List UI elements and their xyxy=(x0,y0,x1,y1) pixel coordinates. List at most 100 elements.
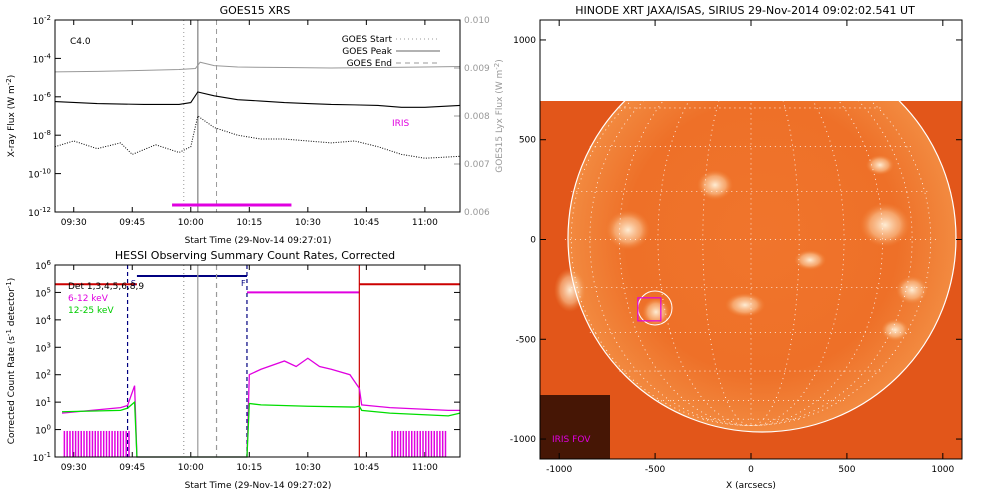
legend-goes-end: GOES End xyxy=(347,59,392,69)
hessi-y-tick-label: 102 xyxy=(35,369,51,382)
goes-x-tick-label: 10:45 xyxy=(353,218,379,228)
bright-region xyxy=(697,170,733,200)
goes-y-tick-label: 10-2 xyxy=(33,14,51,27)
goes-x-tick-label: 10:15 xyxy=(236,218,262,228)
goes-x-tick-label: 10:00 xyxy=(178,218,204,228)
bright-region xyxy=(794,250,826,270)
goes-x-tick-label: 11:00 xyxy=(412,218,438,228)
xrt-x-tick-label: 1000 xyxy=(931,465,954,475)
goes-ticks: 09:30 09:45 10:00 10:15 10:30 10:45 11:00 10-12… xyxy=(28,14,490,228)
hessi-y-tick-label: 101 xyxy=(35,396,51,409)
hessi-6-12-kev-series xyxy=(61,357,460,458)
hessi-marker-label: S xyxy=(131,279,136,288)
hessi-x-tick-label: 11:00 xyxy=(412,463,438,473)
hessi-y-tick-label: 105 xyxy=(35,286,51,299)
goes-y-tick-label: 10-6 xyxy=(33,91,52,104)
hessi-y-tick-label: 104 xyxy=(35,314,51,327)
hessi-y-tick-label: 106 xyxy=(35,259,51,272)
legend-goes-peak: GOES Peak xyxy=(342,47,392,57)
hessi-x-tick-label: 09:45 xyxy=(119,463,145,473)
legend-detectors: Det 1,3,4,5,6,8,9 xyxy=(68,282,144,292)
goes-legend: GOES Start GOES Peak GOES End xyxy=(342,35,440,69)
goes-iris-annotation: IRIS xyxy=(392,119,410,129)
legend-goes-start: GOES Start xyxy=(342,35,393,45)
hessi-y-tick-label: 100 xyxy=(35,424,51,437)
hessi-x-tick-label: 10:45 xyxy=(353,463,379,473)
goes-x-tick-label: 10:30 xyxy=(295,218,321,228)
goes-y2-tick-label: 0.009 xyxy=(464,64,490,74)
hessi-x-tick-label: 10:30 xyxy=(295,463,321,473)
hessi-ticks: 09:30 09:45 10:00 10:15 10:30 10:45 11:00 10-1 1… xyxy=(33,259,460,473)
xrt-image-area: IRIS FOV xyxy=(540,101,962,459)
xrt-x-tick-label: 500 xyxy=(838,465,855,475)
xrt-dark-patch xyxy=(540,395,610,459)
goes-x-axis-label: Start Time (29-Nov-14 09:27:01) xyxy=(185,236,332,246)
goes-class-label: C4.0 xyxy=(70,37,91,47)
goes-lyx-series xyxy=(54,61,461,73)
xrt-x-tick-label: 0 xyxy=(748,465,754,475)
hessi-y-tick-label: 103 xyxy=(35,341,51,354)
bright-region xyxy=(642,298,670,326)
bright-region xyxy=(896,276,928,304)
bright-region xyxy=(554,268,586,312)
xrt-y-tick-label: 1000 xyxy=(513,36,536,46)
grid-longitude xyxy=(750,101,800,426)
goes-1-8a-series xyxy=(54,91,461,108)
solar-disk xyxy=(568,101,956,432)
bright-region xyxy=(866,155,894,175)
iris-fov-label: IRIS FOV xyxy=(552,435,591,445)
goes-chart-title: GOES15 XRS xyxy=(220,4,291,17)
hessi-12-25-kev-series xyxy=(62,400,461,458)
heliographic-grid xyxy=(564,101,938,426)
goes-plot-frame xyxy=(54,19,461,213)
bright-region xyxy=(606,210,650,250)
iris-fov-box xyxy=(637,297,662,322)
goes-y2-tick-label: 0.006 xyxy=(464,208,490,218)
xrt-x-axis-label: X (arcsecs) xyxy=(726,481,776,491)
hessi-x-tick-label: 09:30 xyxy=(61,463,87,473)
goes-y2-tick-label: 0.008 xyxy=(464,112,490,122)
hessi-x-axis-label: Start Time (29-Nov-14 09:27:02) xyxy=(185,481,332,491)
goes-y-tick-label: 10-4 xyxy=(33,52,52,65)
xrt-x-tick-label: -500 xyxy=(645,465,666,475)
grid-longitude xyxy=(657,101,752,426)
solar-limb xyxy=(567,101,957,433)
goes-xrs-chart: GOES15 XRS 09:30 09:45 10:00 10:15 10:30 10:4… xyxy=(5,4,505,246)
xrt-y-tick-label: -500 xyxy=(516,335,537,345)
goes-y-tick-label: 10-12 xyxy=(28,206,51,219)
goes-y-tick-label: 10-8 xyxy=(33,129,51,142)
hessi-y-tick-label: 10-1 xyxy=(33,451,51,464)
hessi-chart-title: HESSI Observing Summary Count Rates, Cor… xyxy=(115,249,395,262)
xrt-ticks: -1000 -500 0 500 1000 -1000 -500 0 500 1000 xyxy=(510,20,962,475)
bright-region xyxy=(725,293,765,317)
hessi-marker-label: F xyxy=(241,279,246,288)
hessi-count-rate-chart: HESSI Observing Summary Count Rates, Cor… xyxy=(5,249,461,491)
active-regions xyxy=(554,155,928,341)
xrt-y-tick-label: -1000 xyxy=(510,435,536,445)
goes-y2-tick-label: 0.007 xyxy=(464,160,490,170)
legend-12-25-kev: 12-25 keV xyxy=(68,306,114,316)
xrt-title: HINODE XRT JAXA/ISAS, SIRIUS 29-Nov-2014… xyxy=(575,4,915,17)
hinode-xrt-image: HINODE XRT JAXA/ISAS, SIRIUS 29-Nov-2014… xyxy=(510,4,963,491)
hessi-x-tick-label: 10:00 xyxy=(178,463,204,473)
goes-y2-tick-label: 0.010 xyxy=(464,16,490,26)
goes-series xyxy=(54,20,461,212)
grid-longitude xyxy=(750,101,845,426)
bright-region xyxy=(860,203,910,247)
hessi-plot-frame xyxy=(54,264,461,458)
bright-region xyxy=(881,319,909,341)
goes-y2-axis-label: GOES15 Lyx Flux (W m-2) xyxy=(493,59,505,173)
goes-x-tick-label: 09:30 xyxy=(61,218,87,228)
xrt-frame xyxy=(539,19,963,460)
grid-longitude xyxy=(702,101,752,426)
xrt-y-tick-label: 0 xyxy=(530,236,536,246)
goes-x-tick-label: 09:45 xyxy=(119,218,145,228)
hessi-legend: Det 1,3,4,5,6,8,9 6-12 keV 12-25 keV xyxy=(68,282,144,316)
hessi-x-tick-label: 10:15 xyxy=(236,463,262,473)
xrt-x-tick-label: -1000 xyxy=(546,465,572,475)
hessi-y-axis-label: Corrected Count Rate (s-1 detector-1) xyxy=(5,278,17,445)
xrt-y-tick-label: 500 xyxy=(519,136,536,146)
goes-y-axis-label: X-ray Flux (W m-2) xyxy=(5,75,17,157)
